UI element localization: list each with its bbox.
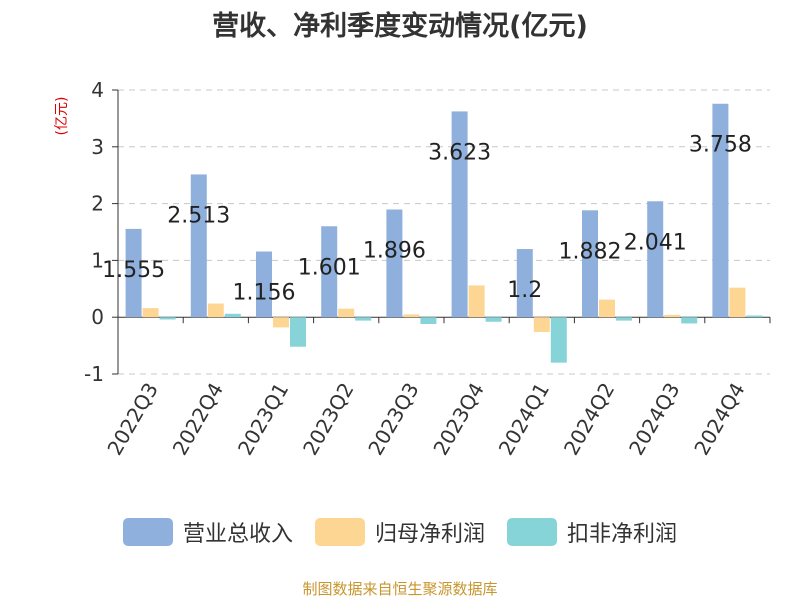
bar-net-profit	[729, 287, 746, 318]
bar-deducted-net-profit	[681, 317, 698, 324]
bar-revenue	[582, 210, 598, 318]
x-tick-label: 2023Q4	[428, 379, 488, 460]
data-label: 1.555	[102, 258, 165, 283]
bar-net-profit	[273, 317, 289, 328]
bars	[125, 103, 763, 363]
data-label: 1.896	[363, 239, 426, 264]
y-tick-label: 3	[91, 135, 104, 159]
bar-deducted-net-profit	[420, 317, 437, 325]
bar-net-profit	[533, 317, 550, 332]
chart-title: 营收、净利季度变动情况(亿元)	[212, 11, 588, 42]
bar-net-profit	[468, 285, 485, 318]
bar-revenue	[712, 103, 729, 318]
legend-item[interactable]: 归母净利润	[314, 516, 485, 548]
legend-swatch	[314, 518, 365, 546]
bar-revenue	[190, 174, 207, 318]
bar-deducted-net-profit	[485, 317, 502, 322]
bar-net-profit	[664, 314, 681, 318]
bar-deducted-net-profit	[290, 317, 306, 347]
bar-net-profit	[142, 308, 159, 318]
bar-revenue	[321, 226, 338, 318]
legend-label: 归母净利润	[374, 522, 485, 547]
y-tick-label: 1	[91, 248, 104, 272]
y-tick-label: 4	[91, 78, 104, 102]
data-label: 3.623	[428, 140, 491, 165]
bar-revenue	[451, 111, 468, 318]
legend-swatch	[507, 518, 557, 546]
source-note: 制图数据来自恒生聚源数据库	[302, 580, 498, 598]
x-tick-label: 2023Q3	[363, 379, 423, 460]
bar-deducted-net-profit	[746, 315, 763, 318]
bar-revenue	[125, 228, 142, 318]
x-tick-label: 2024Q2	[559, 379, 619, 460]
x-tick-label: 2024Q4	[689, 379, 749, 460]
bar-deducted-net-profit	[355, 317, 372, 321]
bar-deducted-net-profit	[224, 313, 241, 318]
bar-deducted-net-profit	[159, 317, 176, 320]
x-tick-label: 2022Q4	[168, 379, 228, 460]
data-label: 1.601	[298, 255, 361, 280]
legend: 营业总收入 归母净利润 扣非净利润	[0, 516, 800, 548]
bar-revenue	[256, 251, 272, 318]
x-tick-label: 2023Q2	[298, 379, 358, 460]
bar-deducted-net-profit	[616, 317, 632, 321]
data-label: 2.513	[167, 203, 230, 228]
x-tick-label: 2023Q1	[233, 379, 293, 460]
x-tick-label: 2022Q3	[102, 379, 162, 460]
data-label: 2.041	[624, 230, 687, 255]
legend-label: 营业总收入	[182, 522, 293, 547]
x-tick-label: 2024Q1	[494, 379, 554, 460]
data-label: 1.2	[507, 278, 542, 303]
bar-net-profit	[403, 314, 420, 318]
y-tick-label: -1	[84, 362, 104, 386]
data-label: 3.758	[689, 133, 752, 158]
y-tick-label: 2	[91, 192, 104, 216]
legend-item[interactable]: 扣非净利润	[507, 516, 677, 548]
bar-revenue	[516, 249, 533, 318]
y-axis-label: (亿元)	[54, 97, 70, 136]
bar-deducted-net-profit	[550, 317, 567, 363]
bar-revenue	[386, 209, 403, 318]
data-label: 1.882	[559, 239, 622, 264]
legend-swatch	[122, 518, 173, 546]
legend-label: 扣非净利润	[567, 522, 678, 547]
bar-net-profit	[599, 299, 615, 318]
data-label: 1.156	[233, 281, 296, 306]
x-tick-label: 2024Q3	[624, 379, 684, 460]
bar-net-profit	[338, 308, 355, 318]
legend-item[interactable]: 营业总收入	[122, 516, 293, 548]
bar-revenue	[647, 201, 664, 318]
bar-net-profit	[207, 303, 224, 318]
y-tick-label: 0	[91, 305, 104, 329]
